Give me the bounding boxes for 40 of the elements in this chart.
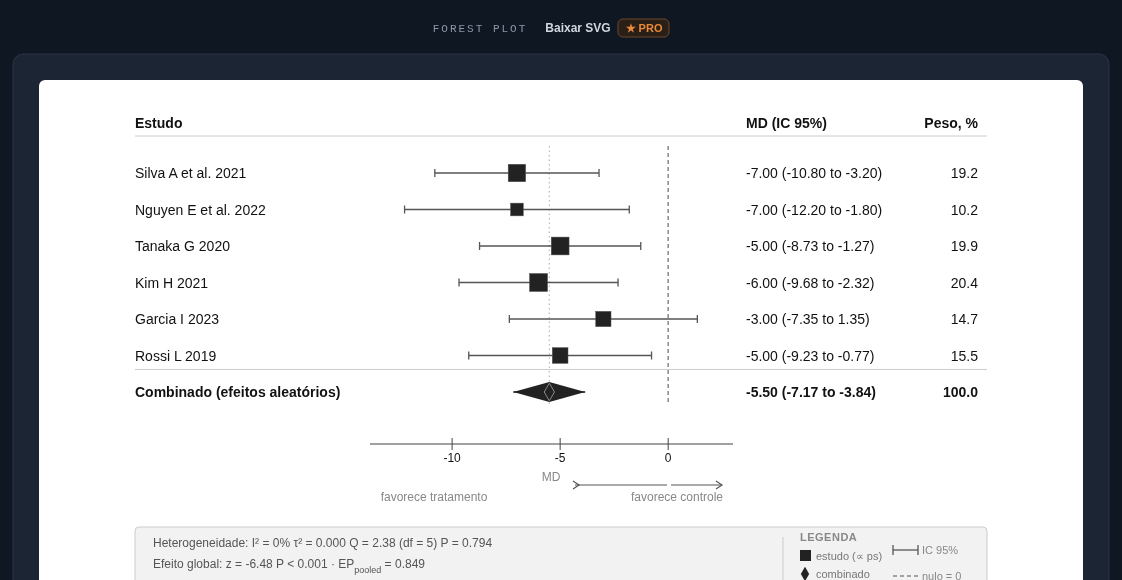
y-tick-label: Nguyen E et al. 2022 xyxy=(135,201,266,218)
x-tick-label: 0 xyxy=(664,451,672,465)
legend-label: nulo = 0 xyxy=(922,570,962,580)
x-tick-label: -5 xyxy=(554,451,566,465)
legend-label: combinado xyxy=(816,568,870,580)
y-tick-label: Silva A et al. 2021 xyxy=(135,165,247,181)
text: favorece tratamento xyxy=(380,490,488,504)
y-tick-label: Combinado (efeitos aleatórios) xyxy=(135,384,341,400)
text: Estudo xyxy=(135,115,183,131)
x-axis-title: MD xyxy=(541,470,561,484)
text: 20.4 xyxy=(950,274,979,291)
text: ★ PRO xyxy=(625,22,663,34)
text: favorece controle xyxy=(630,490,724,504)
text: 15.5 xyxy=(950,347,979,364)
y-tick-label: Rossi L 2019 xyxy=(135,347,217,364)
text: Peso, % xyxy=(924,115,979,131)
y-tick-label: Garcia I 2023 xyxy=(135,311,220,327)
legend-title: LEGENDA xyxy=(800,531,858,543)
text: 19.9 xyxy=(950,238,979,254)
text: 10.2 xyxy=(950,201,979,218)
text: -7.00 (-10.80 to -3.20) xyxy=(746,165,883,181)
text: -3.00 (-7.35 to 1.35) xyxy=(746,311,870,327)
y-tick-label: Kim H 2021 xyxy=(135,274,209,291)
text: 100.0 xyxy=(942,384,979,400)
text: 19.2 xyxy=(950,165,979,181)
y-tick-label: Tanaka G 2020 xyxy=(135,238,231,254)
text: 14.7 xyxy=(950,311,979,327)
text: MD (IC 95%) xyxy=(746,115,827,131)
chart-title: FOREST PLOT xyxy=(432,23,528,35)
text: -5.50 (-7.17 to -3.84) xyxy=(746,384,876,400)
text: Efeito global: z = -6.48 P < 0.001 · EP$_{pooled}$ = 0.849 xyxy=(153,557,426,575)
text: Heterogeneidade: I² = 0% τ² = 0.000 Q = 2.38 (df = 5) P = 0.794 xyxy=(153,536,493,550)
x-tick-label: -10 xyxy=(443,451,462,465)
text: -5.00 (-8.73 to -1.27) xyxy=(746,238,875,254)
text: -7.00 (-12.20 to -1.80) xyxy=(746,201,883,218)
text: -6.00 (-9.68 to -2.32) xyxy=(746,274,875,291)
text: Baixar SVG xyxy=(545,21,611,35)
text: IC 95% xyxy=(922,544,959,556)
legend-label: estudo (∝ ps) xyxy=(816,550,883,562)
text: -5.00 (-9.23 to -0.77) xyxy=(746,347,875,364)
